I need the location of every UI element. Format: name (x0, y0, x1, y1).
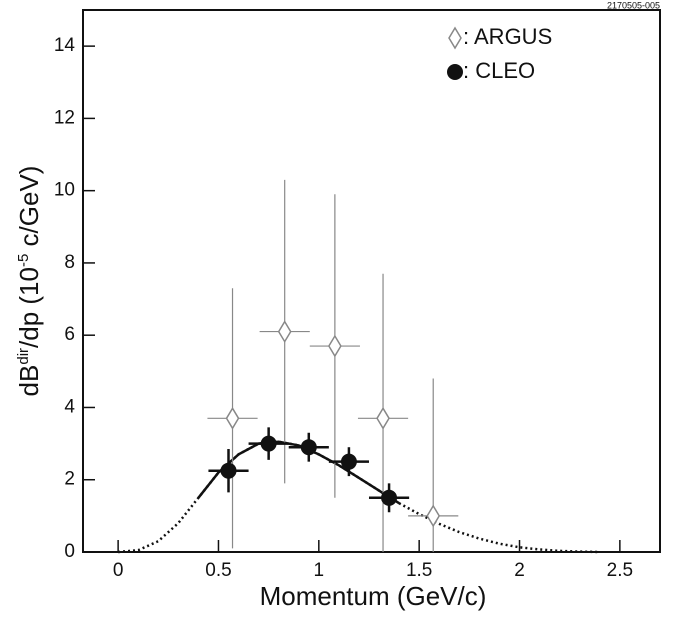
y-label-part: /dp (10 (14, 267, 44, 348)
data-point (277, 320, 292, 344)
legend-label: : CLEO (463, 58, 535, 83)
fit-curve (197, 440, 400, 505)
y-tick-label: 0 (64, 541, 75, 562)
data-point (426, 504, 441, 528)
y-label-part: c/GeV) (14, 166, 44, 254)
y-axis-label: dBdir/dp (10-5 c/GeV) (14, 166, 44, 397)
fit-curve (117, 440, 600, 554)
y-tick-label: 12 (54, 107, 75, 128)
data-point (220, 462, 237, 479)
legend-marker (448, 26, 462, 50)
data-point (340, 453, 357, 470)
y-tick-label: 8 (64, 252, 75, 273)
y-tick-label: 2 (64, 469, 75, 490)
data-point (376, 406, 390, 430)
y-label-sup: dir (15, 348, 32, 365)
x-axis-label: Momentum (GeV/c) (260, 581, 487, 611)
data-point (300, 439, 317, 456)
legend-marker (447, 64, 463, 80)
y-tick-label: 14 (54, 35, 76, 56)
x-tick-label: 0 (113, 560, 124, 581)
y-tick-label: 4 (64, 396, 75, 417)
x-tick-label: 2.5 (607, 560, 633, 581)
y-label-part: dB (14, 365, 44, 397)
data-point (327, 334, 342, 358)
data-point (381, 489, 398, 506)
y-tick-label: 10 (54, 180, 75, 201)
x-tick-label: 1.5 (406, 560, 432, 581)
plot-frame (82, 9, 661, 553)
y-tick-label: 6 (64, 324, 75, 345)
legend-label: : ARGUS (463, 24, 552, 49)
figure-id: 2170505-005 (607, 0, 660, 10)
x-tick-label: 0.5 (205, 560, 231, 581)
x-tick-label: 1 (314, 560, 325, 581)
y-label-sup: -5 (15, 254, 32, 267)
x-tick-label: 2 (514, 560, 525, 581)
data-point (260, 435, 277, 452)
data-point (225, 406, 240, 430)
